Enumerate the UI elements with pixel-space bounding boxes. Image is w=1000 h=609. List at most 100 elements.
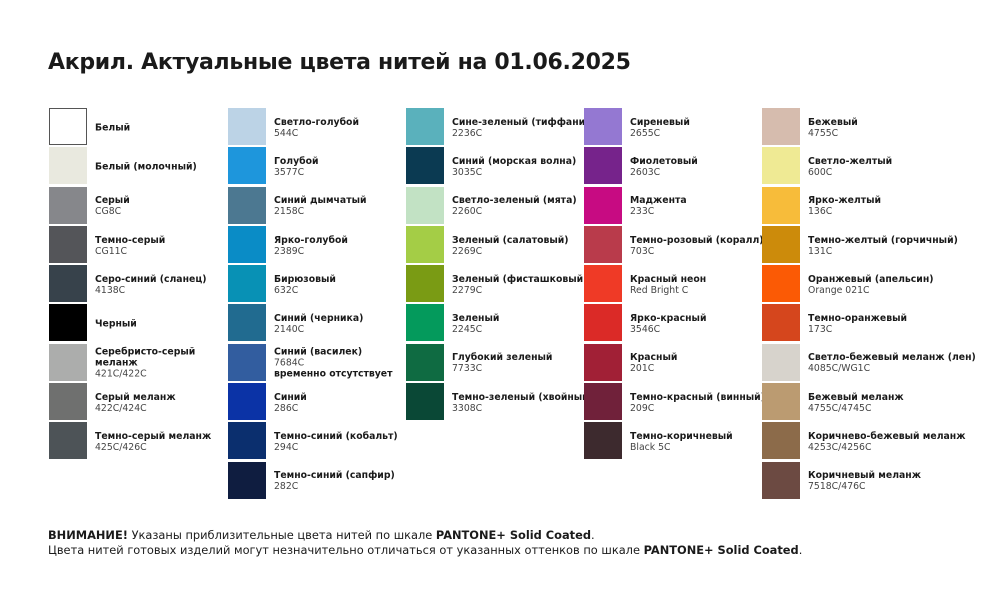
pantone-code: 201C bbox=[630, 363, 655, 375]
color-item: Сине-зеленый (тиффани) 2236C bbox=[406, 108, 589, 147]
color-swatch bbox=[49, 186, 87, 224]
pantone-code: 131C bbox=[808, 245, 833, 257]
color-info: Белый (молочный) bbox=[95, 161, 197, 172]
color-name: Голубой bbox=[274, 155, 319, 167]
color-swatch bbox=[762, 225, 800, 263]
color-info: Серо-синий (сланец) 4138C bbox=[95, 274, 206, 296]
color-item: Серебристо-серый меланж 421C/422C bbox=[49, 343, 227, 383]
color-column: Белый Белый (молочный) Серый CG8C Темно-серы… bbox=[49, 108, 227, 462]
color-swatch bbox=[406, 265, 444, 303]
color-swatch bbox=[584, 265, 622, 303]
color-name: Светло-голубой bbox=[274, 116, 359, 128]
color-name: Бежевый bbox=[808, 116, 858, 128]
color-item: Светло-голубой 544C bbox=[228, 108, 406, 147]
color-swatch bbox=[49, 343, 87, 381]
color-swatch bbox=[584, 147, 622, 185]
color-info: Синий (морская волна) 3035C bbox=[452, 156, 576, 178]
pantone-code: 4138C bbox=[95, 284, 126, 296]
color-name: Светло-бежевый меланж (лен) bbox=[808, 352, 976, 364]
color-swatch bbox=[49, 108, 87, 145]
color-info: Темно-зеленый (хвойный) 3308C bbox=[452, 392, 593, 414]
pantone-code: 2269C bbox=[452, 245, 483, 257]
color-item: Светло-желтый 600C bbox=[762, 147, 940, 186]
color-swatch bbox=[228, 422, 266, 460]
pantone-code: 632C bbox=[274, 284, 299, 296]
pantone-code: 7733C bbox=[452, 363, 483, 375]
color-name: Темно-синий (сапфир) bbox=[274, 470, 395, 482]
color-name: Белый (молочный) bbox=[95, 161, 197, 173]
color-name: Ярко-красный bbox=[630, 313, 707, 325]
color-name: Светло-зеленый (мята) bbox=[452, 195, 577, 207]
pantone-code: 2140C bbox=[274, 324, 305, 336]
color-name: Красный неон bbox=[630, 273, 707, 285]
pantone-code: 3035C bbox=[452, 166, 483, 178]
color-name: Коричневый меланж bbox=[808, 470, 921, 482]
pantone-code: 3308C bbox=[452, 402, 483, 414]
color-info: Светло-желтый 600C bbox=[808, 156, 892, 178]
color-swatch bbox=[406, 343, 444, 381]
color-swatch bbox=[584, 383, 622, 421]
color-name: Коричнево-бежевый меланж bbox=[808, 431, 966, 443]
color-item: Зеленый 2245C bbox=[406, 304, 584, 343]
warning-label: ВНИМАНИЕ! bbox=[48, 528, 128, 542]
color-item: Бежевый меланж 4755C/4745C bbox=[762, 383, 940, 422]
color-item: Ярко-голубой 2389C bbox=[228, 225, 406, 265]
color-name: Светло-желтый bbox=[808, 155, 893, 167]
color-info: Зеленый (фисташковый) 2279C bbox=[452, 274, 587, 296]
color-item: Темно-желтый (горчичный) 131C bbox=[762, 225, 958, 265]
color-item: Серый меланж 422C/424C bbox=[49, 383, 227, 422]
color-info: Голубой 3577C bbox=[274, 156, 319, 178]
color-info: Темно-оранжевый 173C bbox=[808, 313, 907, 335]
color-swatch bbox=[762, 108, 800, 145]
color-swatch bbox=[228, 147, 266, 185]
color-item: Темно-красный (винный) 209C bbox=[584, 383, 765, 422]
color-info: Зеленый 2245C bbox=[452, 313, 499, 335]
color-name: Оранжевый (апельсин) bbox=[808, 273, 934, 285]
color-item: Зеленый (салатовый) 2269C bbox=[406, 225, 584, 265]
color-name: Синий (василек) bbox=[274, 346, 363, 358]
color-swatch bbox=[406, 304, 444, 342]
color-info: Коричневый меланж 7518C/476C bbox=[808, 470, 921, 492]
color-info: Бежевый 4755C bbox=[808, 117, 858, 139]
color-info: Бежевый меланж 4755C/4745C bbox=[808, 392, 904, 414]
pantone-code: 2158C bbox=[274, 206, 305, 218]
pantone-code: 544C bbox=[274, 127, 299, 139]
color-info: Оранжевый (апельсин) Orange 021C bbox=[808, 274, 934, 296]
color-item: Сиреневый 2655C bbox=[584, 108, 762, 147]
pantone-code: 7684C bbox=[274, 357, 305, 369]
color-name: Бежевый меланж bbox=[808, 391, 904, 403]
color-name: Синий bbox=[274, 391, 307, 403]
color-item: Темно-серый меланж 425C/426C bbox=[49, 422, 227, 461]
color-item: Темно-оранжевый 173C bbox=[762, 304, 940, 343]
color-swatch bbox=[406, 147, 444, 185]
pantone-code: 4755C bbox=[808, 127, 839, 139]
color-item: Темно-коричневый Black 5C bbox=[584, 422, 762, 461]
color-info: Коричнево-бежевый меланж 4253C/4256C bbox=[808, 431, 965, 453]
color-name: Маджента bbox=[630, 195, 687, 207]
color-swatch bbox=[228, 383, 266, 421]
color-name: Сиреневый bbox=[630, 116, 690, 128]
color-column: Сине-зеленый (тиффани) 2236C Синий (морска… bbox=[406, 108, 593, 422]
color-item: Коричнево-бежевый меланж 4253C/4256C bbox=[762, 422, 965, 461]
color-item: Синий (черника) 2140C bbox=[228, 304, 406, 343]
footer-note: Цвета нитей готовых изделий могут незнач… bbox=[48, 543, 802, 557]
pantone-code: 7518C/476C bbox=[808, 481, 866, 493]
color-info: Фиолетовый 2603C bbox=[630, 156, 698, 178]
footer-text-2: Цвета нитей готовых изделий могут незнач… bbox=[48, 543, 644, 557]
color-item: Темно-синий (сапфир) 282C bbox=[228, 461, 406, 501]
availability-note: временно отсутствует bbox=[274, 368, 393, 380]
color-swatch bbox=[406, 383, 444, 421]
color-item: Ярко-красный 3546C bbox=[584, 304, 762, 343]
color-swatch bbox=[584, 186, 622, 224]
color-info: Темно-синий (сапфир) 282C bbox=[274, 470, 395, 492]
color-name: Серо-синий (сланец) bbox=[95, 273, 207, 285]
color-item: Светло-зеленый (мята) 2260C bbox=[406, 186, 584, 226]
color-info: Сине-зеленый (тиффани) 2236C bbox=[452, 117, 589, 139]
pantone-code: 2245C bbox=[452, 324, 483, 336]
color-item: Маджента 233C bbox=[584, 186, 762, 226]
color-name: Темно-зеленый (хвойный) bbox=[452, 391, 593, 403]
color-info: Ярко-желтый 136C bbox=[808, 195, 881, 217]
color-name: Зеленый bbox=[452, 313, 500, 325]
pantone-code: 3577C bbox=[274, 166, 305, 178]
pantone-code: CG8C bbox=[95, 206, 122, 218]
